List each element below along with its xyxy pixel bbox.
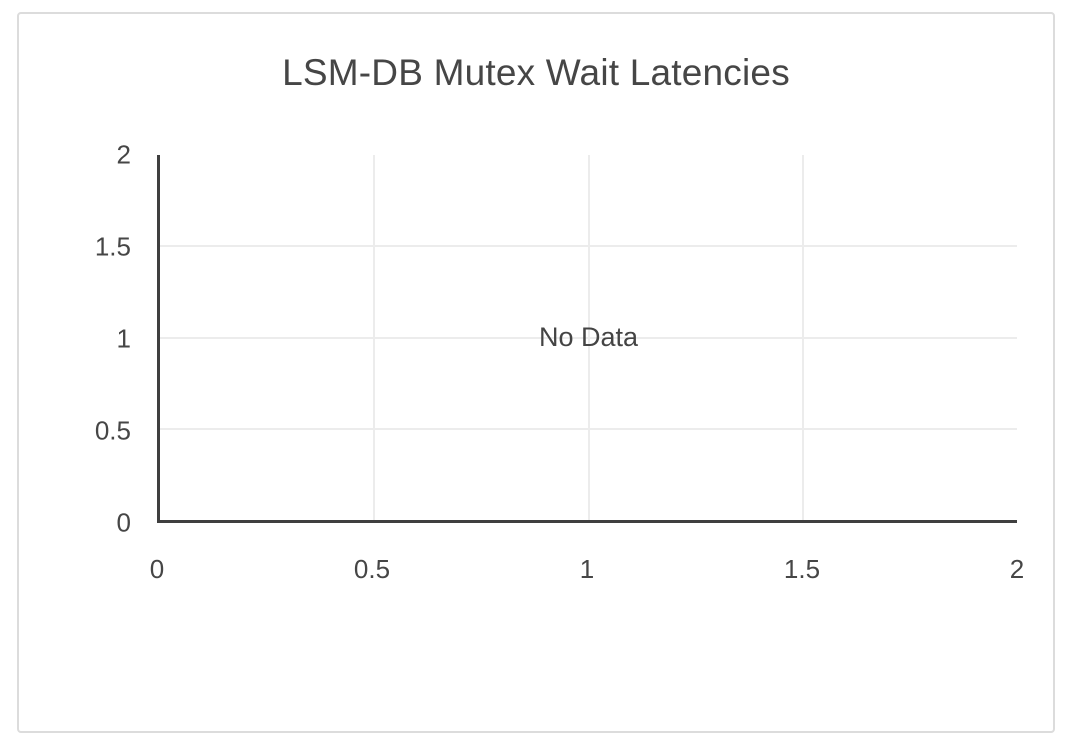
gridline-horizontal-0.5 [160, 427, 1017, 430]
x-tick-label: 1.5 [783, 554, 821, 584]
x-tick-label: 1 [579, 554, 595, 584]
y-tick-label: 0 [116, 507, 131, 538]
y-tick-label: 0.5 [94, 415, 131, 446]
plot-area: No Data [157, 155, 1017, 523]
chart-card: LSM-DB Mutex Wait Latencies No Data 2 1.… [17, 12, 1055, 733]
x-tick-label: 2 [1009, 554, 1025, 584]
x-tick-label: 0 [149, 554, 165, 584]
y-tick-label: 1 [116, 323, 131, 354]
y-tick-label: 1.5 [94, 231, 131, 262]
y-tick-label: 2 [116, 139, 131, 170]
y-axis: 2 1.5 1 0.5 0 [19, 140, 131, 538]
gridline-horizontal-1 [160, 336, 1017, 339]
x-axis: 0 0.5 1 1.5 2 [19, 554, 1053, 584]
chart-title: LSM-DB Mutex Wait Latencies [282, 52, 790, 93]
x-tick-label: 0.5 [353, 554, 391, 584]
no-data-message: No Data [538, 322, 639, 352]
gridline-horizontal-1.5 [160, 245, 1017, 248]
